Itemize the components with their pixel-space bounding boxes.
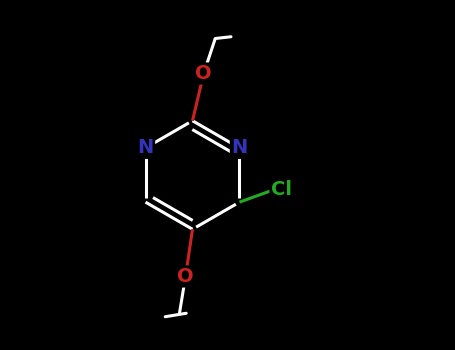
Text: N: N <box>137 138 154 158</box>
Text: N: N <box>231 138 248 158</box>
Text: Cl: Cl <box>271 180 292 199</box>
Text: O: O <box>195 64 212 83</box>
Text: O: O <box>177 267 194 286</box>
